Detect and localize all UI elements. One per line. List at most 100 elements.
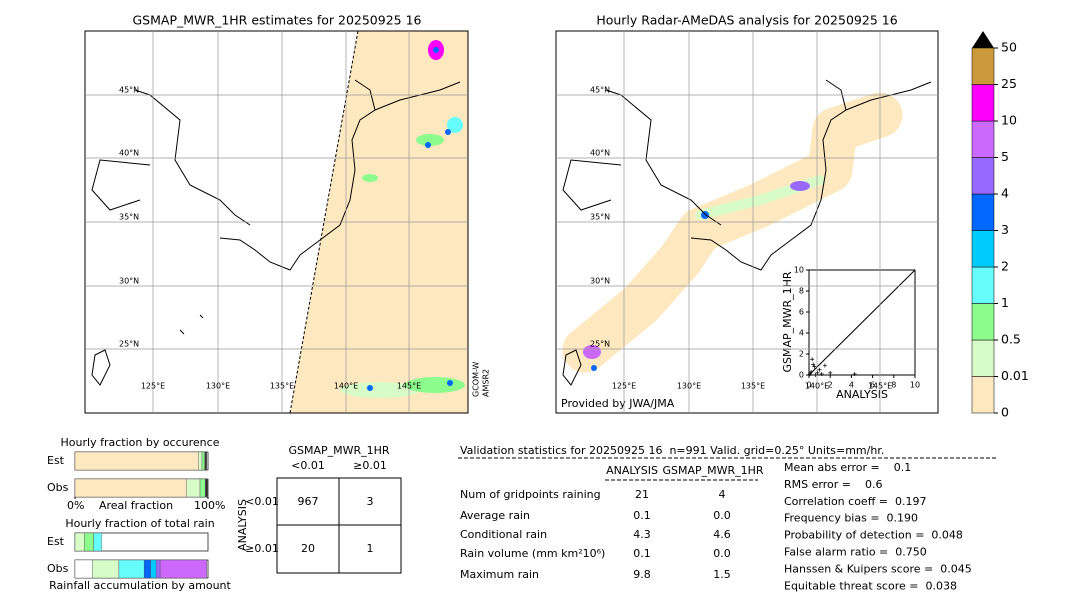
row-label: Average rain (460, 509, 530, 522)
bar-segment (186, 478, 201, 498)
cell: 0.1 (633, 547, 651, 560)
bar-segment (199, 478, 206, 498)
colorbar-label: 2 (1001, 259, 1009, 274)
column-header: GSMAP_MWR_1HR (662, 464, 763, 477)
bar-segment (74, 532, 85, 552)
colorbar-box (971, 47, 995, 85)
colorbar-label: 10 (1001, 113, 1017, 128)
point (852, 371, 857, 376)
row-label: Conditional rain (460, 528, 547, 541)
y-tick-label: 8 (799, 287, 804, 296)
category-label: Est (47, 535, 65, 548)
cell: 0.1 (633, 509, 651, 522)
lon-label: 145°E (397, 382, 421, 391)
bar-segment (204, 451, 207, 471)
cell: 4.6 (713, 528, 731, 541)
lon-label: 125°E (612, 382, 636, 391)
colorbar-box (971, 120, 995, 158)
lon-label: 140°E (334, 382, 358, 391)
cell: 1 (367, 542, 374, 555)
lon-label: 130°E (677, 382, 701, 391)
x-tick-label: 2 (828, 381, 833, 390)
y-tick-label: 0 (799, 371, 804, 380)
y-tick-label: 4 (799, 329, 804, 338)
lat-label: 25°N (590, 340, 610, 349)
bar-segment (198, 451, 203, 471)
category-label: Obs (47, 481, 69, 494)
row-label: Rain volume (mm km²10⁶) (460, 547, 605, 560)
bar-segment (143, 559, 152, 579)
bar-segment (92, 559, 120, 579)
point (815, 370, 820, 375)
column-header: <0.01 (291, 459, 325, 472)
cell: 0.0 (713, 547, 731, 560)
point (813, 373, 818, 377)
lon-label: 140°E (805, 382, 829, 391)
bar-segment (74, 559, 93, 579)
point (808, 371, 813, 376)
row-header: ≥0.01 (245, 542, 279, 555)
cell: 1.5 (713, 568, 731, 581)
lat-label: 45°N (590, 86, 610, 95)
colorbar-label: 25 (1001, 76, 1017, 91)
point (810, 357, 815, 362)
map-right (562, 79, 932, 386)
point (812, 364, 817, 369)
score: Frequency bias = 0.190 (784, 512, 918, 525)
colorbar-label: 3 (1001, 222, 1009, 237)
table-title: GSMAP_MWR_1HR (288, 444, 389, 457)
x-axis-label: ANALYSIS (836, 388, 888, 401)
category-label: Obs (47, 562, 69, 575)
point (809, 369, 814, 374)
lat-label: 35°N (119, 213, 139, 222)
colorbar-box (971, 266, 995, 304)
row-header: <0.01 (245, 495, 279, 508)
colorbar-box (971, 376, 995, 414)
score: False alarm ratio = 0.750 (784, 546, 927, 559)
lon-label: 145°E (868, 382, 892, 391)
x-tick-label: 100% (194, 499, 225, 512)
x-tick-label: 6 (870, 381, 875, 390)
bar-segment (93, 532, 102, 552)
scatter-frame (808, 269, 916, 376)
score: Mean abs error = 0.1 (784, 461, 911, 474)
colorbar-box (971, 84, 995, 122)
x-tick-label: 0 (806, 381, 811, 390)
colorbar-label: 0 (1001, 405, 1009, 420)
x-tick-label: 4 (849, 381, 854, 390)
lon-label: 135°E (270, 382, 294, 391)
colorbar-label: 1 (1001, 295, 1009, 310)
colorbar-box (971, 339, 995, 377)
y-axis-label: GSMAP_MWR_1HR (781, 271, 794, 372)
colorbar-box (971, 157, 995, 195)
lat-label: 30°N (119, 277, 139, 286)
category-label: Est (47, 454, 65, 467)
score: Probability of detection = 0.048 (784, 529, 963, 542)
sensor-label: GCOM-W (472, 361, 481, 397)
point (817, 367, 822, 372)
lon-label: 125°E (141, 382, 165, 391)
validation-title: Validation statistics for 20250925 16 n=… (460, 444, 884, 457)
bar-segment (74, 451, 199, 471)
bar-segment (159, 559, 207, 579)
bar-segment (118, 559, 145, 579)
lon-label: 135°E (741, 382, 765, 391)
x-tick-label: 8 (891, 381, 896, 390)
cell: 3 (367, 495, 374, 508)
point (822, 363, 827, 368)
colorbar-box (971, 193, 995, 231)
lat-label: 45°N (119, 86, 139, 95)
y-tick-label: 6 (799, 308, 804, 317)
y-tick-label: 10 (794, 266, 804, 275)
point (828, 370, 833, 375)
map-title: GSMAP_MWR_1HR estimates for 20250925 16 (133, 13, 422, 28)
score: Hanssen & Kuipers score = 0.045 (784, 562, 972, 575)
cell: 4 (719, 488, 726, 501)
column-header: ≥0.01 (353, 459, 387, 472)
lat-label: 30°N (590, 277, 610, 286)
colorbar-label: 4 (1001, 186, 1009, 201)
cell: 967 (298, 495, 319, 508)
row-title: ANALYSIS (236, 499, 249, 551)
lat-label: 40°N (119, 149, 139, 158)
